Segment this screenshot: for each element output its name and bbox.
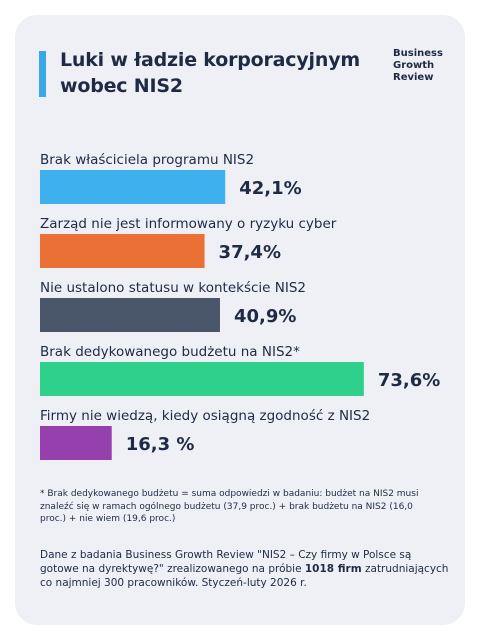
bar-chart: Brak właściciela programu NIS2 42,1% Zarzą…	[40, 152, 440, 460]
page-title: Luki w ładzie korporacyjnym wobec NIS2	[60, 47, 390, 99]
source-text-end: zatrudniających co najmniej 300 pracowni…	[40, 563, 449, 589]
category-label: Firmy nie wiedzą, kiedy osiągną zgodność…	[40, 408, 370, 424]
bar	[40, 170, 226, 204]
brand-line-1: Business	[393, 48, 443, 59]
brand-line-2: Growth	[393, 60, 435, 71]
category-label: Nie ustalono statusu w kontekście NIS2	[40, 280, 306, 296]
title-line-1: Luki w ładzie korporacyjnym	[60, 49, 360, 71]
footnote: * Brak dedykowanego budżetu = suma odpow…	[40, 489, 419, 524]
brand-logo: Business Growth Review	[393, 48, 463, 84]
category-label: Brak dedykowanego budżetu na NIS2*	[40, 344, 300, 360]
brand-line-3: Review	[393, 72, 434, 83]
value-label: 16,3 %	[126, 434, 195, 455]
value-label: 40,9%	[234, 306, 296, 327]
bar	[40, 362, 364, 396]
value-label: 73,6%	[378, 370, 440, 391]
title-line-2: wobec NIS2	[60, 75, 183, 97]
bar	[40, 426, 112, 460]
source-note: Dane z badania Business Growth Review "N…	[40, 548, 450, 590]
category-label: Zarząd nie jest informowany o ryzyku cyb…	[40, 216, 337, 232]
category-label: Brak właściciela programu NIS2	[40, 152, 254, 168]
bar	[40, 234, 205, 268]
source-text-start: Dane z badania Business Growth Review "N…	[40, 549, 412, 575]
value-label: 42,1%	[239, 178, 301, 199]
value-label: 37,4%	[219, 242, 281, 263]
title-accent-bar	[39, 51, 46, 97]
bar	[40, 298, 220, 332]
source-sample-size: 1018 firm	[304, 563, 362, 575]
